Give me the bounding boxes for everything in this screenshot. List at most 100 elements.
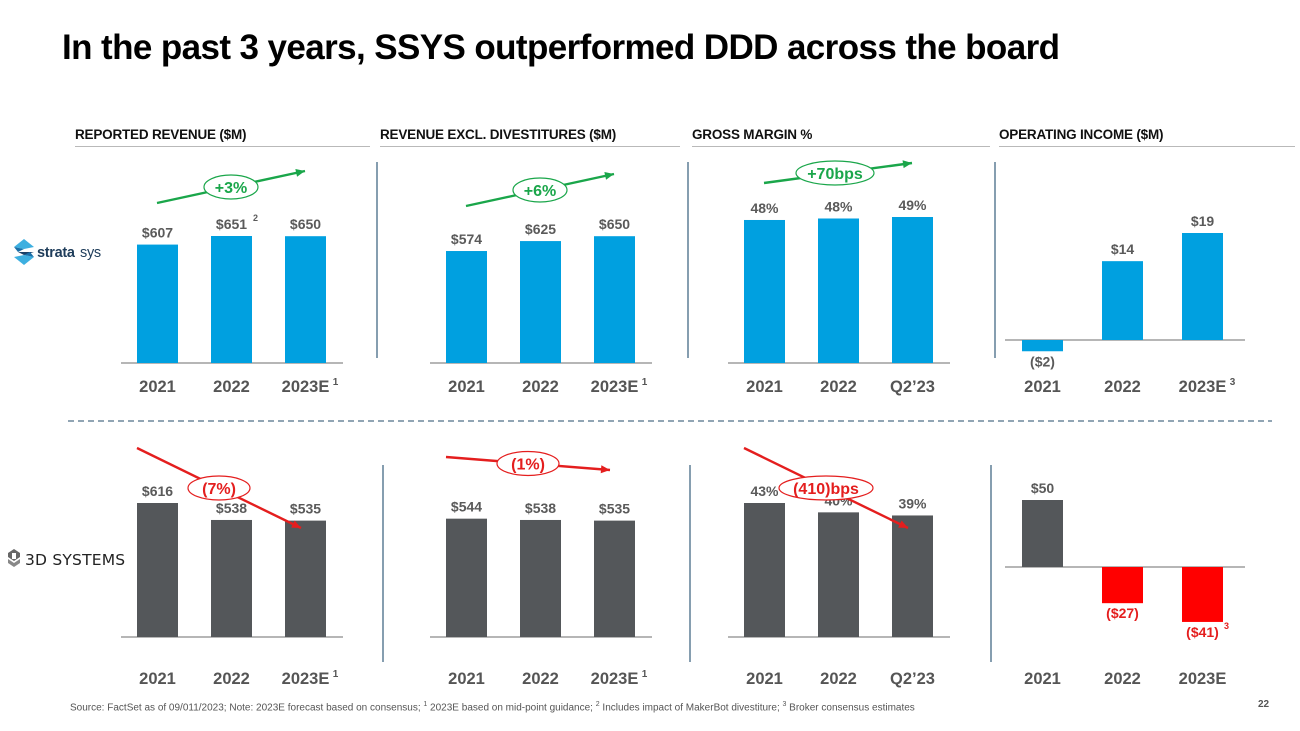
trend-badge	[512, 177, 568, 203]
chart-data-label: $538	[525, 500, 556, 516]
chart-bar	[1022, 340, 1063, 352]
chart-data-label: $650	[290, 216, 321, 232]
chart-category-label: 2021	[746, 670, 783, 688]
chart-bar	[594, 520, 635, 637]
chart-data-label: ($2)	[1030, 353, 1055, 369]
chart-bar	[211, 519, 252, 637]
trend-badge-label: +70bps	[807, 166, 863, 183]
footnote-note-1: 2023E based on mid-point guidance;	[427, 702, 596, 714]
trend-arrow-head-icon	[604, 171, 614, 180]
chart-data-label: $535	[599, 501, 630, 517]
chart-category-label: 2021	[448, 378, 485, 396]
chart-panel-3d-systems-4: $50 2021 ($27) 2022 ($41) 3 2023E	[1005, 480, 1245, 688]
trend-badge	[203, 174, 259, 200]
chart-data-label: $616	[142, 483, 173, 499]
chart-bar	[285, 236, 326, 363]
chart-data-label: $650	[599, 216, 630, 232]
chart-data-label-superscript: 2	[253, 213, 258, 223]
chart-category-label: 2023E	[591, 378, 639, 396]
chart-panel-stratasys-4: ($2) 2021 $14 2022 $19 2023E 3	[1005, 213, 1245, 396]
chart-data-label: 48%	[750, 200, 779, 216]
chart-data-label: $50	[1031, 480, 1055, 496]
chart-category-label: 2021	[1024, 670, 1061, 688]
trend-badge	[795, 160, 875, 186]
chart-data-label: $651	[216, 216, 247, 232]
panel-header-reported-revenue: REPORTED REVENUE ($M)	[75, 127, 370, 147]
chart-category-label: 2023E	[282, 378, 330, 396]
chart-data-label: $574	[451, 231, 482, 247]
trend-arrow-head-icon	[600, 465, 610, 474]
chart-category-label: 2021	[139, 670, 176, 688]
stratasys-logo-icon: strata sys	[14, 239, 101, 265]
trend-badge-label: (1%)	[511, 457, 545, 474]
chart-category-label: 2022	[522, 670, 559, 688]
chart-category-label: 2021	[1024, 378, 1061, 396]
chart-panel-stratasys-2: $574 2021 $625 2022 $650 2023E 1 +6%	[430, 171, 652, 396]
trend-arrow-head-icon	[902, 160, 912, 169]
chart-category-label: Q2’23	[890, 378, 935, 396]
chart-category-label: 2022	[1104, 670, 1141, 688]
chart-data-label: ($41)	[1186, 624, 1219, 640]
chart-category-label: 2023E	[282, 670, 330, 688]
trend-badge	[496, 450, 560, 477]
chart-bar	[520, 519, 561, 637]
page-number: 22	[1258, 699, 1270, 710]
chart-category-label: 2023E	[1179, 670, 1227, 688]
chart-category-label: 2021	[139, 378, 176, 396]
chart-bar	[744, 503, 785, 637]
footnote-sup: 2	[595, 701, 600, 708]
chart-bar	[137, 503, 178, 637]
svg-text:sys: sys	[80, 245, 101, 261]
chart-category-label: 2022	[213, 670, 250, 688]
chart-panel-stratasys-1: $607 2021 $651 2 2022 $650 2023E 1 +3%	[121, 168, 343, 396]
chart-bar	[520, 241, 561, 363]
3d-systems-logo-icon: 3D SYSTEMS	[8, 549, 125, 569]
chart-bar	[1182, 567, 1223, 622]
chart-bar	[446, 518, 487, 637]
footnote-source: Source: FactSet as of 09/011/2023; Note:…	[70, 702, 424, 714]
chart-category-label: Q2’23	[890, 670, 935, 688]
chart-category-label: 2023E	[591, 670, 639, 688]
svg-text:3D SYSTEMS: 3D SYSTEMS	[25, 551, 125, 569]
chart-bar	[818, 512, 859, 637]
chart-bar	[594, 236, 635, 363]
chart-data-label: $544	[451, 499, 482, 515]
chart-bar	[137, 244, 178, 363]
chart-bar	[211, 236, 252, 363]
chart-data-label: $19	[1191, 213, 1215, 229]
chart-category-superscript: 1	[333, 377, 339, 388]
chart-category-superscript: 1	[642, 669, 648, 680]
footnote-note-2: Includes impact of MakerBot divestiture;	[599, 702, 783, 714]
chart-bar	[1182, 233, 1223, 340]
chart-bar	[892, 217, 933, 363]
chart-data-label: $625	[525, 221, 556, 237]
footnote-sup: 3	[782, 701, 787, 708]
chart-category-label: 2022	[213, 378, 250, 396]
chart-category-label: 2023E	[1179, 378, 1227, 396]
trend-badge-label: +6%	[524, 183, 556, 200]
trend-badge-label: (7%)	[202, 481, 236, 498]
chart-panel-stratasys-3: 48% 2021 48% 2022 49% Q2’23 +70bps	[728, 160, 950, 396]
chart-category-label: 2021	[746, 378, 783, 396]
chart-bar	[744, 219, 785, 363]
chart-bar	[285, 520, 326, 637]
chart-data-label: 39%	[898, 495, 927, 511]
trend-badge	[778, 475, 874, 501]
chart-panel-3d-systems-1: $616 2021 $538 2022 $535 2023E 1 (7%)	[121, 446, 343, 688]
footnote: Source: FactSet as of 09/011/2023; Note:…	[70, 701, 915, 713]
chart-panel-3d-systems-2: $544 2021 $538 2022 $535 2023E 1 (1%)	[430, 450, 652, 688]
chart-bar	[1102, 567, 1143, 604]
trend-arrow-head-icon	[295, 168, 305, 177]
trend-badge	[187, 475, 251, 501]
chart-category-label: 2022	[522, 378, 559, 396]
chart-data-label: 49%	[898, 197, 927, 213]
chart-data-label-superscript: 3	[1224, 621, 1229, 631]
trend-badge-label: (410)bps	[793, 481, 859, 498]
chart-category-superscript: 1	[333, 669, 339, 680]
chart-data-label: $538	[216, 500, 247, 516]
chart-bar	[1022, 500, 1063, 567]
panel-header-operating-income: OPERATING INCOME ($M)	[999, 127, 1295, 147]
chart-data-label: 43%	[750, 483, 779, 499]
chart-bar	[892, 515, 933, 637]
trend-badge-label: +3%	[215, 180, 247, 197]
